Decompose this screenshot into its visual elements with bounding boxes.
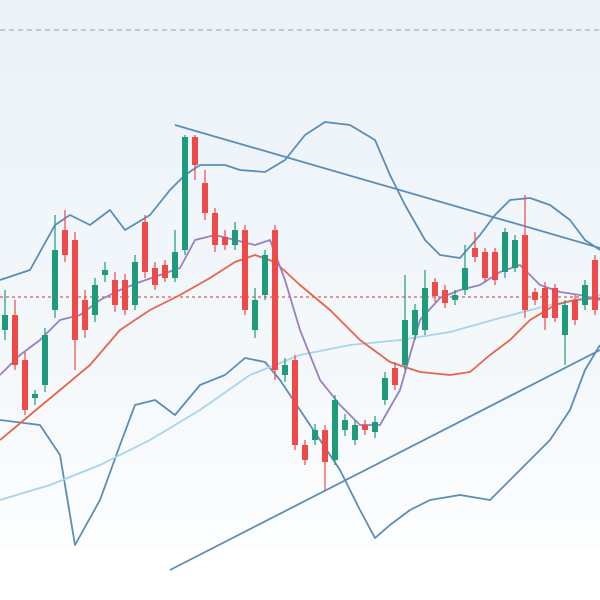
candle-body [232, 230, 238, 245]
candle-body [582, 285, 588, 305]
candle-body [572, 300, 578, 320]
candle-body [502, 232, 508, 272]
candle-body [162, 265, 168, 278]
candle-body [312, 430, 318, 440]
indicator-line [0, 344, 600, 546]
indicator-line [0, 254, 600, 441]
candle-body [62, 230, 68, 255]
candle-body [452, 295, 458, 300]
candle-body [222, 237, 228, 245]
candle-body [542, 288, 548, 318]
candle-body [322, 430, 328, 462]
candle-body [132, 262, 138, 305]
candle-body [592, 260, 598, 310]
candle-body [492, 252, 498, 280]
candle-body [562, 305, 568, 335]
candle-body [332, 400, 338, 460]
candle-body [102, 270, 108, 275]
candle-body [402, 320, 408, 365]
candle-body [192, 137, 198, 165]
candle-body [32, 394, 38, 398]
candle-body [82, 300, 88, 330]
candle-body [172, 252, 178, 278]
candle-body [342, 420, 348, 430]
candle-body [482, 252, 488, 278]
candle-body [442, 290, 448, 303]
candle-body [302, 445, 308, 460]
indicator-line [0, 294, 600, 501]
bottom-margin [0, 548, 600, 600]
candle-body [292, 360, 298, 445]
candle-body [262, 255, 268, 295]
candle-body [92, 285, 98, 315]
candle-body [242, 230, 248, 310]
candle-body [372, 422, 378, 432]
candle-body [552, 288, 558, 318]
candle-body [12, 315, 18, 365]
candle-body [152, 268, 158, 285]
indicator-line [174, 124, 600, 249]
candle-body [282, 365, 288, 375]
candle-body [422, 288, 428, 330]
candle-body [532, 292, 538, 300]
candle-body [2, 315, 8, 330]
candle-body [42, 335, 48, 385]
candle-body [202, 183, 208, 213]
candle-body [432, 282, 438, 296]
candle-body [472, 248, 478, 257]
candle-body [22, 360, 28, 410]
candle-body [182, 137, 188, 250]
candle-body [352, 425, 358, 440]
candle-body [392, 368, 398, 385]
candle-body [362, 425, 368, 430]
candle-body [412, 310, 418, 335]
candle-body [512, 240, 518, 268]
candle-body [252, 300, 258, 330]
indicator-line [0, 121, 600, 281]
candle-body [72, 240, 78, 340]
candle-body [272, 230, 278, 370]
candle-body [462, 268, 468, 290]
candle-body [522, 235, 528, 310]
candle-body [52, 250, 58, 310]
candle-body [122, 280, 128, 310]
candle-body [112, 280, 118, 305]
candle-body [382, 378, 388, 400]
indicator-line [169, 349, 600, 571]
candle-body [212, 213, 218, 245]
candle-body [142, 222, 148, 272]
